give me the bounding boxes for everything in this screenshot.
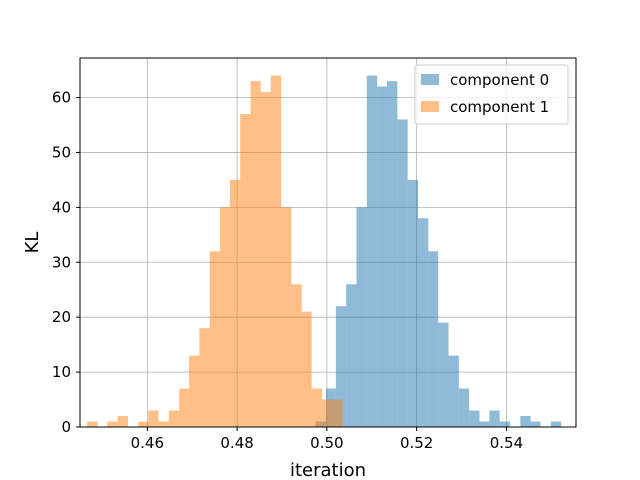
bar-component-0 bbox=[428, 251, 439, 427]
bar-component-0 bbox=[469, 410, 480, 427]
bar-component-1 bbox=[158, 421, 169, 427]
bar-component-0 bbox=[377, 86, 388, 427]
bar-component-1 bbox=[311, 388, 322, 427]
bar-component-0 bbox=[387, 81, 398, 427]
y-tick-label: 0 bbox=[61, 418, 71, 436]
bar-component-0 bbox=[489, 410, 500, 427]
y-tick-label: 10 bbox=[52, 363, 71, 381]
x-tick-label: 0.48 bbox=[220, 434, 253, 452]
bar-component-0 bbox=[335, 306, 347, 427]
bar-component-0 bbox=[438, 322, 449, 427]
bar-component-0 bbox=[346, 284, 357, 427]
bar-component-1 bbox=[107, 421, 118, 427]
y-tick-label: 40 bbox=[52, 198, 71, 216]
x-tick-label: 0.50 bbox=[310, 434, 343, 452]
bar-component-1 bbox=[260, 92, 271, 427]
bar-component-0 bbox=[407, 179, 418, 427]
legend-swatch-component-0 bbox=[421, 74, 439, 85]
y-tick-label: 30 bbox=[52, 253, 71, 271]
bar-component-1 bbox=[209, 251, 221, 427]
bar-component-1 bbox=[291, 284, 302, 427]
bar-component-1 bbox=[229, 179, 241, 427]
bar-component-1 bbox=[301, 311, 312, 427]
bar-component-0 bbox=[499, 421, 511, 427]
bar-component-1 bbox=[321, 399, 333, 427]
bar-component-0 bbox=[530, 421, 541, 427]
bar-component-1 bbox=[199, 328, 210, 427]
legend: component 0 component 1 bbox=[414, 64, 569, 125]
bar-component-0 bbox=[458, 388, 470, 427]
bar-component-1 bbox=[281, 207, 292, 427]
bar-component-1 bbox=[240, 114, 251, 428]
bar-component-1 bbox=[189, 355, 200, 427]
x-axis-label: iteration bbox=[290, 460, 366, 480]
x-tick-label: 0.46 bbox=[131, 434, 164, 452]
legend-swatch-component-1 bbox=[421, 101, 439, 112]
bar-component-0 bbox=[479, 421, 490, 427]
bar-component-1 bbox=[220, 207, 230, 427]
bar-component-0 bbox=[417, 218, 429, 427]
legend-label-component-0: component 0 bbox=[450, 71, 549, 89]
bar-component-0 bbox=[520, 416, 531, 427]
legend-label-component-1: component 1 bbox=[450, 98, 549, 116]
x-tick-label: 0.54 bbox=[490, 434, 523, 452]
bar-component-1 bbox=[117, 416, 129, 427]
bar-component-0 bbox=[448, 355, 459, 427]
x-tick-label: 0.52 bbox=[400, 434, 433, 452]
bar-component-1 bbox=[138, 421, 149, 427]
plot-frame bbox=[79, 57, 577, 428]
bar-component-0 bbox=[397, 119, 408, 427]
bar-component-0 bbox=[356, 207, 367, 427]
bar-component-1 bbox=[148, 410, 159, 427]
bar-component-1 bbox=[270, 75, 282, 428]
bar-component-0 bbox=[550, 421, 562, 427]
bar-component-1 bbox=[168, 410, 180, 427]
bar-component-1 bbox=[179, 388, 190, 427]
bar-component-0 bbox=[366, 75, 378, 428]
histogram-bars bbox=[87, 75, 562, 428]
bar-component-1 bbox=[250, 81, 261, 427]
y-tick-label: 50 bbox=[52, 143, 71, 161]
y-axis-label: KL bbox=[22, 232, 43, 254]
bar-component-1 bbox=[332, 399, 343, 427]
axis-ticks: 0.46 0.48 0.50 0.52 0.54 0 10 20 30 40 50 60 bbox=[52, 89, 523, 452]
bar-component-1 bbox=[87, 421, 98, 427]
y-tick-label: 60 bbox=[52, 89, 71, 107]
y-tick-label: 20 bbox=[52, 308, 71, 326]
legend-box bbox=[414, 64, 569, 125]
